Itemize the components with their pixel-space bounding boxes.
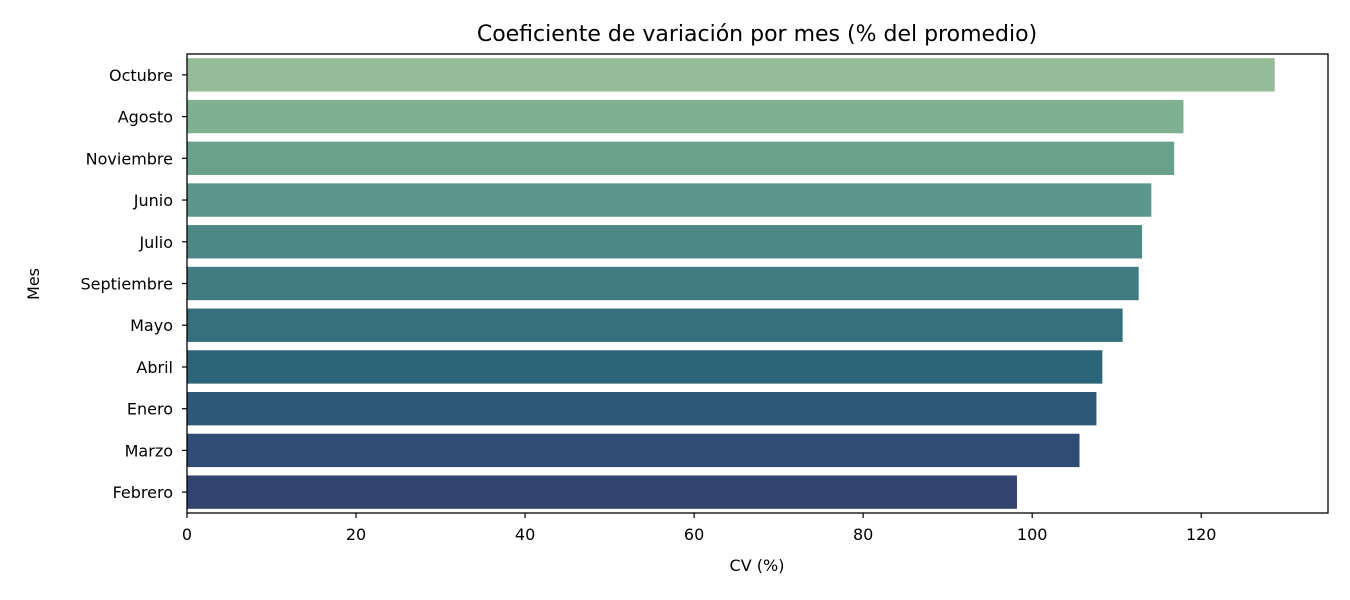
- y-axis-ticks: Octubre Agosto Noviembre Junio Julio Septiemb…: [80, 66, 187, 502]
- bar-junio: [187, 183, 1152, 217]
- x-tick-label: 0: [182, 525, 192, 544]
- x-axis-ticks: 0 20 40 60 80 100 120: [182, 513, 1217, 544]
- y-tick-label: Septiembre: [80, 275, 173, 294]
- x-tick-label: 20: [346, 525, 366, 544]
- x-tick-label: 120: [1186, 525, 1217, 544]
- x-tick-label: 100: [1017, 525, 1048, 544]
- y-tick-label: Junio: [133, 191, 173, 210]
- bar-septiembre: [187, 266, 1139, 301]
- bar-enero: [187, 391, 1097, 426]
- bar-julio: [187, 225, 1143, 259]
- bar-marzo: [187, 433, 1080, 468]
- x-tick-label: 80: [853, 525, 873, 544]
- bar-agosto: [187, 99, 1184, 134]
- y-tick-label: Febrero: [113, 483, 173, 502]
- x-axis-label: CV (%): [730, 556, 785, 575]
- bar-octubre: [187, 58, 1275, 92]
- plot-frame: [186, 53, 1329, 514]
- x-tick-label: 60: [684, 525, 704, 544]
- y-tick-label: Abril: [136, 358, 173, 377]
- bars-group: [187, 58, 1275, 509]
- bar-mayo: [187, 308, 1123, 342]
- y-tick-label: Enero: [127, 400, 173, 419]
- bar-noviembre: [187, 141, 1175, 176]
- y-tick-label: Octubre: [109, 66, 173, 85]
- y-tick-label: Mayo: [130, 316, 173, 335]
- bar-abril: [187, 350, 1103, 384]
- y-axis-label: Mes: [24, 268, 43, 300]
- y-tick-label: Agosto: [118, 108, 173, 127]
- x-tick-label: 40: [515, 525, 535, 544]
- chart-title: Coeficiente de variación por mes (% del …: [477, 22, 1037, 47]
- bar-febrero: [187, 475, 1017, 509]
- y-tick-label: Noviembre: [86, 149, 173, 168]
- y-tick-label: Marzo: [125, 441, 173, 460]
- y-tick-label: Julio: [138, 233, 173, 252]
